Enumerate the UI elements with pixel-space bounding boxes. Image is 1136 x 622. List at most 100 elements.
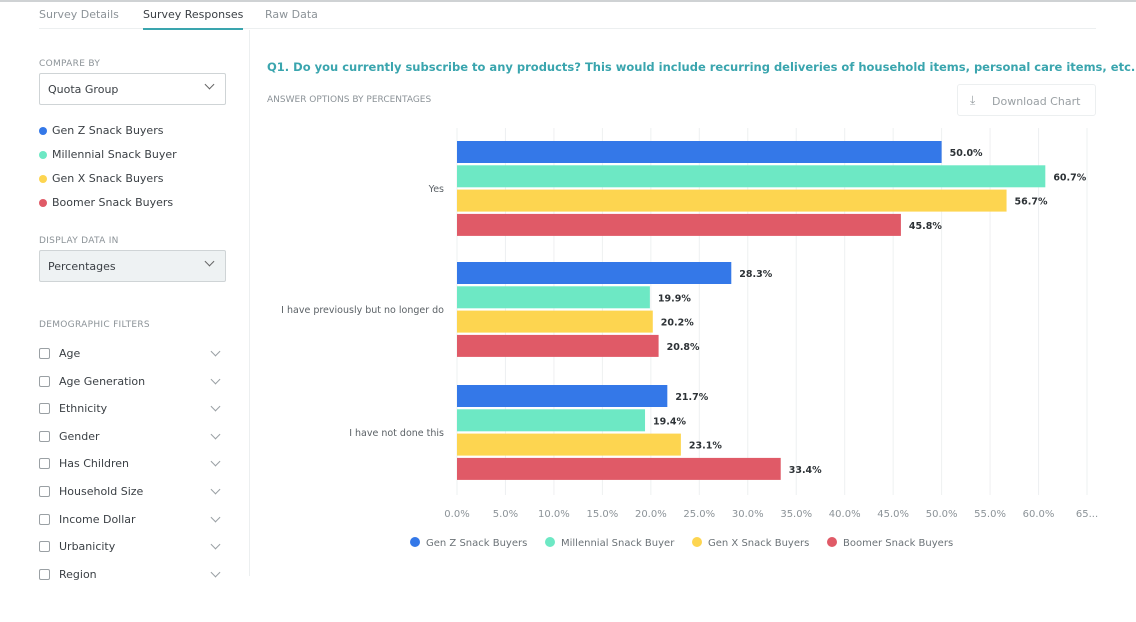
display-data-label: DISPLAY DATA IN	[39, 236, 119, 246]
checkbox[interactable]	[39, 541, 50, 553]
filter-age-generation[interactable]: Age Generation	[39, 374, 222, 388]
data-label: 28.3%	[739, 269, 772, 280]
filter-label: Region	[59, 567, 97, 581]
filter-household-size[interactable]: Household Size	[39, 484, 222, 498]
checkbox[interactable]	[39, 458, 50, 470]
checkbox[interactable]	[39, 375, 50, 387]
download-label: Download Chart	[992, 95, 1081, 108]
data-label: 20.8%	[667, 342, 700, 353]
legend-label[interactable]: Gen X Snack Buyers	[708, 538, 809, 549]
x-tick-label: 45.0%	[877, 509, 909, 520]
data-label: 23.1%	[689, 441, 722, 452]
bar[interactable]	[457, 457, 781, 480]
filter-urbanicity[interactable]: Urbanicity	[39, 539, 222, 554]
bar[interactable]	[457, 165, 1046, 188]
bar[interactable]	[457, 189, 1007, 212]
sidebar-legend-item: Gen Z Snack Buyers	[39, 124, 163, 137]
filter-label: Age	[59, 347, 81, 360]
checkbox[interactable]	[39, 513, 50, 525]
category-label: Yes	[428, 184, 444, 195]
legend-label[interactable]: Boomer Snack Buyers	[843, 538, 953, 549]
legend-label: Gen Z Snack Buyers	[52, 124, 164, 137]
sidebar	[0, 30, 250, 576]
tab-raw-data[interactable]: Raw Data	[265, 8, 318, 21]
x-tick-label: 5.0%	[493, 509, 518, 520]
filter-label: Household Size	[59, 485, 144, 498]
checkbox[interactable]	[39, 403, 50, 415]
sidebar-legend-item: Millennial Snack Buyer	[39, 148, 177, 161]
filter-label: Urbanicity	[59, 540, 116, 554]
legend-label[interactable]: Gen Z Snack Buyers	[426, 538, 527, 549]
compare-by-value: Quota Group	[48, 83, 119, 96]
data-label: 56.7%	[1015, 197, 1048, 208]
demographic-filters-label: DEMOGRAPHIC FILTERS	[39, 320, 150, 330]
x-tick-label: 15.0%	[586, 509, 618, 520]
data-label: 33.4%	[789, 465, 822, 476]
x-tick-label: 35.0%	[780, 509, 812, 520]
legend-marker	[692, 537, 702, 547]
filter-label: Ethnicity	[59, 402, 108, 416]
filter-ethnicity[interactable]: Ethnicity	[39, 401, 222, 416]
sidebar-legend-item: Boomer Snack Buyers	[39, 196, 173, 209]
legend-label: Boomer Snack Buyers	[52, 196, 174, 209]
tab-bar: Survey Details Survey Responses Raw Data	[39, 0, 1096, 30]
bar[interactable]	[457, 141, 942, 163]
bar[interactable]	[457, 433, 681, 456]
filter-region[interactable]: Region	[39, 567, 222, 581]
checkbox[interactable]	[39, 430, 50, 442]
checkbox[interactable]	[39, 568, 50, 580]
bar[interactable]	[457, 334, 659, 357]
filter-label: Income Dollar	[59, 512, 136, 526]
bar[interactable]	[457, 213, 901, 236]
download-chart-button[interactable]: ⤓ Download Chart	[957, 84, 1096, 116]
chart-subtitle: ANSWER OPTIONS BY PERCENTAGES	[267, 95, 432, 105]
data-label: 19.9%	[658, 293, 691, 304]
question-title: Q1. Do you currently subscribe to any pr…	[267, 60, 1136, 74]
display-data-value: Percentages	[48, 260, 116, 273]
bar[interactable]	[457, 286, 650, 309]
filter-has-children[interactable]: Has Children	[39, 456, 222, 471]
category-label: I have previously but no longer do	[281, 305, 444, 316]
sidebar-legend-item: Gen X Snack Buyers	[39, 172, 163, 185]
bar[interactable]	[457, 385, 668, 407]
filter-income-dollar[interactable]: Income Dollar	[39, 512, 222, 526]
data-label: 20.2%	[661, 318, 694, 329]
legend-label: Gen X Snack Buyers	[52, 172, 164, 185]
bar[interactable]	[457, 409, 646, 432]
display-data-select[interactable]: Percentages	[39, 250, 226, 282]
legend-marker	[827, 537, 837, 547]
tab-survey-responses[interactable]: Survey Responses	[143, 8, 244, 30]
x-tick-label: 50.0%	[926, 509, 958, 520]
x-tick-label: 30.0%	[732, 509, 764, 520]
category-label: I have not done this	[349, 428, 444, 439]
legend-marker	[410, 537, 420, 547]
filter-label: Has Children	[59, 457, 130, 471]
legend-label[interactable]: Millennial Snack Buyer	[561, 538, 675, 549]
data-label: 60.7%	[1053, 172, 1086, 183]
x-tick-label: 55.0%	[974, 509, 1006, 520]
checkbox[interactable]	[39, 486, 50, 497]
filter-gender[interactable]: Gender	[39, 429, 222, 443]
legend-dot-icon	[39, 126, 47, 135]
download-icon: ⤓	[970, 93, 976, 107]
data-label: 50.0%	[950, 148, 983, 159]
tab-survey-details[interactable]: Survey Details	[39, 8, 119, 21]
data-label: 45.8%	[909, 221, 942, 232]
legend-label: Millennial Snack Buyer	[52, 148, 177, 161]
data-label: 19.4%	[653, 416, 686, 427]
x-tick-label: 20.0%	[635, 509, 667, 520]
legend-dot-icon	[39, 198, 47, 207]
compare-by-label: COMPARE BY	[39, 59, 101, 69]
x-tick-label: 0.0%	[444, 509, 469, 520]
legend-dot-icon	[39, 150, 47, 159]
bar[interactable]	[457, 262, 732, 284]
data-label: 21.7%	[675, 392, 708, 403]
x-tick-label: 65...	[1076, 509, 1098, 520]
filter-label: Gender	[59, 429, 100, 443]
x-tick-label: 10.0%	[538, 509, 570, 520]
filter-age[interactable]: Age	[39, 346, 222, 360]
compare-by-select[interactable]: Quota Group	[39, 73, 226, 105]
bar[interactable]	[457, 310, 653, 333]
checkbox[interactable]	[39, 348, 50, 359]
